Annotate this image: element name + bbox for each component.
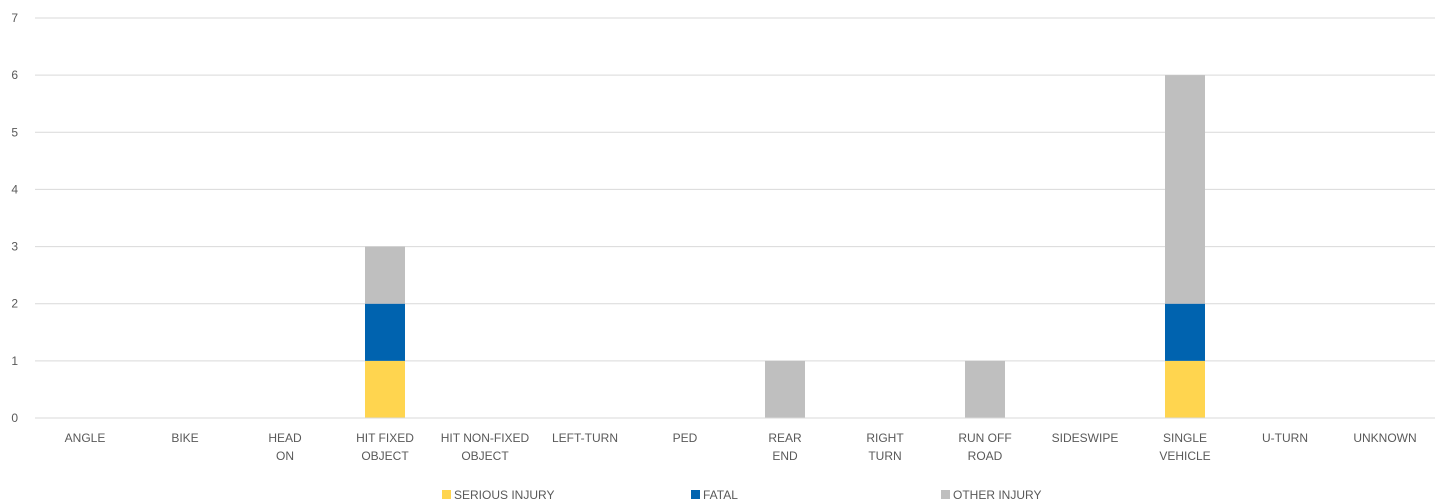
x-axis-labels: ANGLE BIKE HEAD ON HIT FIXED OBJECT HIT NON-FI… bbox=[65, 431, 1417, 463]
y-tick-label: 6 bbox=[11, 68, 18, 82]
y-tick-label: 3 bbox=[11, 240, 18, 254]
bar-segment bbox=[365, 360, 405, 418]
x-tick-label: UNKNOWN bbox=[1353, 431, 1416, 445]
y-tick-label: 7 bbox=[11, 11, 18, 25]
x-tick-label: HIT FIXED OBJECT bbox=[356, 431, 414, 463]
x-tick-label: U-TURN bbox=[1262, 431, 1308, 445]
legend-swatch bbox=[691, 490, 700, 499]
y-tick-label: 5 bbox=[11, 125, 18, 139]
y-tick-label: 4 bbox=[11, 182, 18, 196]
bars bbox=[365, 75, 1205, 418]
x-tick-label: RIGHT TURN bbox=[866, 431, 904, 463]
bar-segment bbox=[965, 360, 1005, 418]
y-tick-label: 1 bbox=[11, 354, 18, 368]
x-tick-label: LEFT-TURN bbox=[552, 431, 618, 445]
bar-segment bbox=[765, 360, 805, 418]
y-tick-label: 2 bbox=[11, 297, 18, 311]
legend-label: OTHER INJURY bbox=[953, 488, 1041, 502]
y-axis-ticks: 0 1 2 3 4 5 6 7 bbox=[11, 11, 18, 425]
legend: SERIOUS INJURY FATAL OTHER INJURY bbox=[442, 488, 1041, 502]
x-tick-label: BIKE bbox=[171, 431, 198, 445]
x-tick-label: ANGLE bbox=[65, 431, 106, 445]
bar-segment bbox=[365, 303, 405, 361]
x-tick-label: HIT NON-FIXED OBJECT bbox=[441, 431, 530, 463]
legend-swatch bbox=[941, 490, 950, 499]
x-tick-label: RUN OFF ROAD bbox=[958, 431, 1011, 463]
x-tick-label: REAR END bbox=[768, 431, 802, 463]
legend-swatch bbox=[442, 490, 451, 499]
bar-segment bbox=[365, 246, 405, 304]
x-tick-label: HEAD ON bbox=[268, 431, 302, 463]
x-tick-label: SIDESWIPE bbox=[1052, 431, 1119, 445]
x-tick-label: PED bbox=[673, 431, 698, 445]
gridlines bbox=[35, 17, 1435, 362]
y-tick-label: 0 bbox=[11, 411, 18, 425]
bar-segment bbox=[1165, 303, 1205, 361]
legend-label: SERIOUS INJURY bbox=[454, 488, 554, 502]
bar-segment bbox=[1165, 75, 1205, 304]
legend-label: FATAL bbox=[703, 488, 738, 502]
bar-segment bbox=[1165, 360, 1205, 418]
x-tick-label: SINGLE VEHICLE bbox=[1159, 431, 1210, 463]
